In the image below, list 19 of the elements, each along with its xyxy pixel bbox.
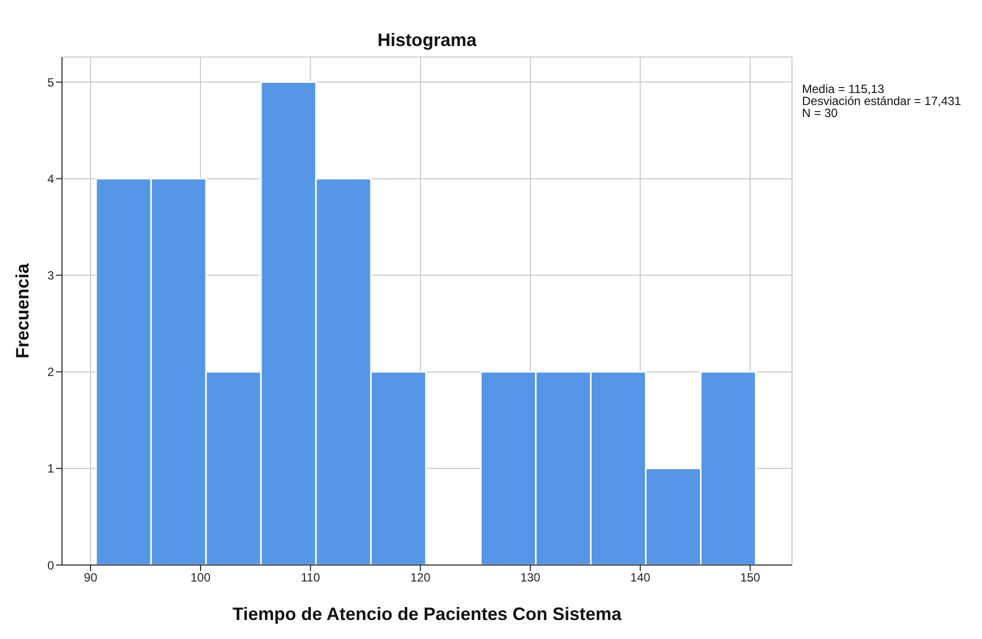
x-tick-label: 140 bbox=[630, 570, 651, 585]
y-tick-label: 5 bbox=[47, 75, 54, 90]
x-axis-title: Tiempo de Atencio de Pacientes Con Sistema bbox=[232, 604, 623, 624]
y-tick-label: 2 bbox=[47, 365, 54, 380]
x-tick-label: 100 bbox=[190, 570, 211, 585]
y-tick-label: 4 bbox=[47, 172, 54, 186]
x-tick-label: 110 bbox=[300, 570, 320, 585]
y-axis-title: Frecuencia bbox=[12, 262, 32, 359]
x-tick-label: 130 bbox=[520, 570, 541, 585]
x-tick-label: 150 bbox=[740, 570, 761, 585]
x-tick-label: 90 bbox=[84, 570, 98, 585]
text: Desviación estándar = 17,431 bbox=[802, 94, 962, 108]
y-tick-label: 0 bbox=[47, 558, 54, 572]
y-tick-label: 3 bbox=[47, 268, 54, 283]
text: N = 30 bbox=[802, 106, 839, 120]
chart-title: Histograma bbox=[376, 30, 478, 51]
y-tick-label: 1 bbox=[47, 462, 54, 476]
text: Media = 115,13 bbox=[802, 82, 886, 96]
x-tick-label: 120 bbox=[410, 570, 431, 585]
